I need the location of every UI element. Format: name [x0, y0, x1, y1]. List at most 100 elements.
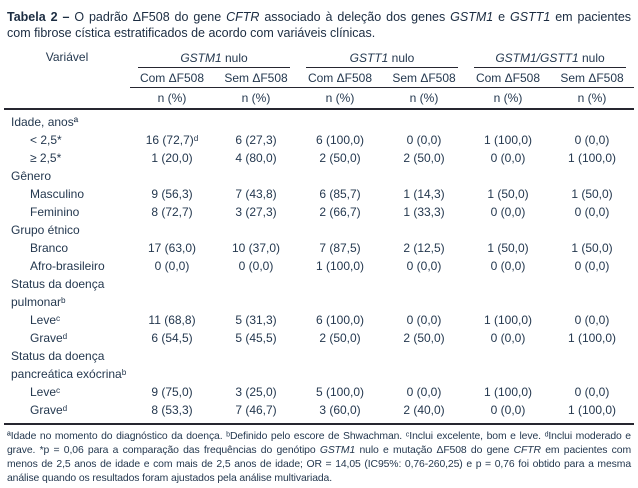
table-cell: 1 (33,3) [403, 205, 445, 219]
table-cell: 5 (31,3) [235, 313, 277, 327]
row-label: Leveᶜ [30, 385, 61, 399]
table-cell: 0 (0,0) [406, 385, 442, 399]
table-caption: Tabela 2 – O padrão ΔF508 do gene CFTR a… [7, 10, 632, 40]
table-row: Masculino 9 (56,3) 7 (43,8) 6 (85,7) 1 (14,3… [4, 185, 634, 203]
table-cell: 2 (50,0) [403, 331, 445, 345]
table-cell: 1 (100,0) [483, 385, 533, 399]
row-label: Leveᶜ [30, 313, 61, 327]
table-row: Graveᵈ 8 (53,3) 7 (46,7) 3 (60,0) 2 (40,0) 0 … [4, 401, 634, 419]
column-header-sem-df508: Sem ΔF508 [392, 71, 456, 85]
column-header-sem-df508: Sem ΔF508 [560, 71, 624, 85]
table-row: Idade, anosª [4, 113, 634, 131]
table-cell: 0 (0,0) [406, 259, 442, 273]
table-cell: 9 (75,0) [151, 385, 193, 399]
table-cell: 0 (0,0) [490, 205, 526, 219]
group-header-row: Variável GSTM1 nulo GSTT1 nulo GSTM1/GST… [4, 50, 634, 68]
table-cell: 0 (0,0) [238, 259, 274, 273]
table-cell: 0 (0,0) [574, 259, 610, 273]
row-label: Masculino [30, 187, 85, 201]
table-cell: 0 (0,0) [406, 133, 442, 147]
row-label: Branco [30, 241, 69, 255]
table-row: Status da doença pancreática exócrinaᵇ [4, 347, 634, 383]
table-cell: 7 (87,5) [319, 241, 361, 255]
row-label: < 2,5* [30, 133, 62, 147]
row-label: Graveᵈ [30, 403, 68, 417]
row-section-label: Status da doença pulmonarᵇ [11, 277, 105, 309]
table-cell: 7 (43,8) [235, 187, 277, 201]
table-cell: 3 (25,0) [235, 385, 277, 399]
table-cell: 2 (50,0) [319, 151, 361, 165]
table-cell: 1 (50,0) [487, 241, 529, 255]
column-header-variable: Variável [45, 50, 89, 64]
table-row: Feminino 8 (72,7) 3 (27,3) 2 (66,7) 1 (33,3)… [4, 203, 634, 221]
table-cell: 1 (50,0) [487, 187, 529, 201]
table-cell: 5 (45,5) [235, 331, 277, 345]
table-cell: 1 (20,0) [151, 151, 193, 165]
table-cell: 0 (0,0) [154, 259, 190, 273]
unit-header-n-pct: n (%) [157, 91, 187, 105]
table-row: Afro-brasileiro 0 (0,0) 0 (0,0) 1 (100,0) 0 … [4, 257, 634, 275]
table-cell: 11 (68,8) [148, 313, 196, 327]
table-cell: 0 (0,0) [406, 313, 442, 327]
table-cell: 6 (100,0) [315, 313, 365, 327]
unit-header-n-pct: n (%) [409, 91, 439, 105]
unit-header-spacer [4, 91, 130, 105]
subheader-row: Com ΔF508 Sem ΔF508 Com ΔF508 Sem ΔF508 … [4, 68, 634, 88]
table-cell: 0 (0,0) [490, 331, 526, 345]
row-label: Feminino [30, 205, 80, 219]
table-cell: 1 (100,0) [567, 331, 617, 345]
table-cell: 3 (60,0) [319, 403, 361, 417]
table-body: Idade, anosª < 2,5* 16 (72,7)ᵈ 6 (27,3) 6 (1… [4, 110, 634, 425]
table-row: < 2,5* 16 (72,7)ᵈ 6 (27,3) 6 (100,0) 0 (0,0)… [4, 131, 634, 149]
table-cell: 7 (46,7) [235, 403, 277, 417]
unit-header-row: n (%) n (%) n (%) n (%) n (%) n (%) [4, 88, 634, 108]
table-cell: 2 (12,5) [403, 241, 445, 255]
table-cell: 1 (14,3) [403, 187, 445, 201]
table-cell: 0 (0,0) [574, 133, 610, 147]
column-header-sem-df508: Sem ΔF508 [224, 71, 288, 85]
table-cell: 8 (72,7) [151, 205, 193, 219]
table-row: Leveᶜ 11 (68,8) 5 (31,3) 6 (100,0) 0 (0,0) 1 … [4, 311, 634, 329]
column-header-com-df508: Com ΔF508 [307, 71, 373, 85]
table-cell: 9 (56,3) [151, 187, 193, 201]
table-cell: 2 (50,0) [319, 331, 361, 345]
table-cell: 8 (53,3) [151, 403, 193, 417]
table-cell: 6 (100,0) [315, 133, 365, 147]
table-row: ≥ 2,5* 1 (20,0) 4 (80,0) 2 (50,0) 2 (50,0) 0 … [4, 149, 634, 167]
table-cell: 1 (100,0) [567, 403, 617, 417]
table-cell: 1 (100,0) [567, 151, 617, 165]
table-footnotes: ªIdade no momento do diagnóstico da doen… [7, 431, 631, 484]
unit-header-n-pct: n (%) [325, 91, 355, 105]
table-cell: 2 (66,7) [319, 205, 361, 219]
row-section-label: Status da doença pancreática exócrinaᵇ [11, 349, 127, 381]
column-header-com-df508: Com ΔF508 [475, 71, 541, 85]
table-cell: 2 (50,0) [403, 151, 445, 165]
table-cell: 4 (80,0) [235, 151, 277, 165]
table-row: Graveᵈ 6 (54,5) 5 (45,5) 2 (50,0) 2 (50,0) 0 … [4, 329, 634, 347]
table-cell: 10 (37,0) [231, 241, 281, 255]
row-section-label: Grupo étnico [11, 223, 80, 237]
column-group-gstm1-gstt1-nulo: GSTM1/GSTT1 nulo [474, 51, 626, 68]
data-table: Variável GSTM1 nulo GSTT1 nulo GSTM1/GST… [4, 50, 634, 425]
subheader-spacer [4, 68, 130, 88]
row-label: Graveᵈ [30, 331, 68, 345]
table-cell: 1 (100,0) [483, 133, 533, 147]
column-group-gstt1-nulo: GSTT1 nulo [306, 51, 458, 68]
subheader-cells: Com ΔF508 Sem ΔF508 Com ΔF508 Sem ΔF508 … [130, 68, 634, 88]
table-cell: 0 (0,0) [490, 259, 526, 273]
table-cell: 0 (0,0) [574, 385, 610, 399]
table-row: Branco 17 (63,0) 10 (37,0) 7 (87,5) 2 (12,5)… [4, 239, 634, 257]
table-cell: 17 (63,0) [147, 241, 197, 255]
table-header: Variável GSTM1 nulo GSTT1 nulo GSTM1/GST… [4, 50, 634, 110]
table-cell: 1 (100,0) [315, 259, 365, 273]
table-row: Status da doença pulmonarᵇ [4, 275, 634, 311]
table-cell: 5 (100,0) [315, 385, 365, 399]
column-group-gstm1-nulo: GSTM1 nulo [138, 51, 290, 68]
row-section-label: Idade, anosª [11, 115, 79, 129]
row-label: ≥ 2,5* [30, 151, 62, 165]
table-cell: 1 (100,0) [483, 313, 533, 327]
unit-header-n-pct: n (%) [577, 91, 607, 105]
table-cell: 0 (0,0) [574, 205, 610, 219]
table-cell: 1 (50,0) [571, 187, 613, 201]
table-row: Leveᶜ 9 (75,0) 3 (25,0) 5 (100,0) 0 (0,0) 1 (… [4, 383, 634, 401]
